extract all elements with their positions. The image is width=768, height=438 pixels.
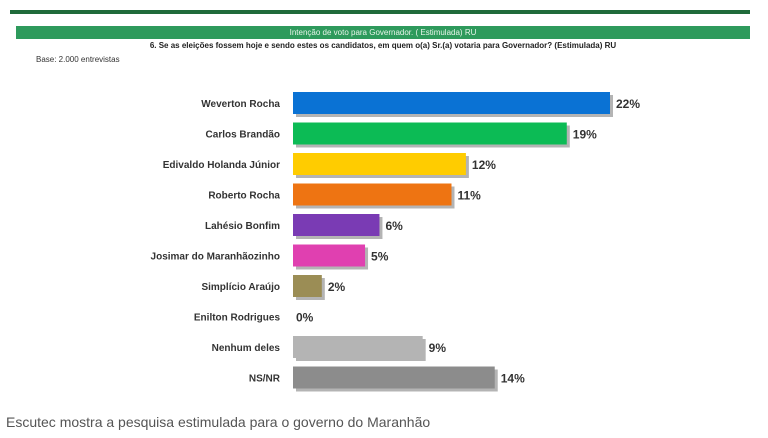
data-label: 6% bbox=[385, 219, 403, 233]
chart-title: Intenção de voto para Governador. ( Esti… bbox=[16, 26, 750, 39]
category-label: Simplício Araújo bbox=[201, 282, 280, 293]
data-label: 11% bbox=[458, 189, 482, 203]
data-label: 2% bbox=[328, 280, 346, 294]
image-caption: Escutec mostra a pesquisa estimulada par… bbox=[6, 414, 431, 430]
category-label: Josimar do Maranhãozinho bbox=[151, 252, 280, 263]
data-label: 19% bbox=[573, 128, 597, 142]
category-label: Enilton Rodrigues bbox=[194, 313, 281, 324]
bar bbox=[293, 183, 452, 206]
bar bbox=[293, 214, 380, 236]
category-label: Edivaldo Holanda Júnior bbox=[163, 160, 280, 171]
data-label: 22% bbox=[616, 97, 640, 111]
data-label: 0% bbox=[296, 311, 314, 325]
data-label: 9% bbox=[429, 341, 447, 355]
category-label: NS/NR bbox=[249, 374, 281, 385]
data-label: 14% bbox=[501, 372, 525, 386]
category-label: Weverton Rocha bbox=[201, 99, 280, 110]
category-label: Nenhum deles bbox=[212, 343, 281, 354]
bar bbox=[293, 122, 567, 145]
base-note: Base: 2.000 entrevistas bbox=[36, 55, 120, 64]
data-label: 12% bbox=[472, 158, 496, 172]
data-label: 5% bbox=[371, 250, 389, 264]
bar bbox=[293, 336, 423, 358]
bar bbox=[293, 153, 466, 175]
category-label: Carlos Brandão bbox=[206, 130, 280, 141]
bar bbox=[293, 366, 495, 389]
bar bbox=[293, 275, 322, 297]
chart-subtitle: 6. Se as eleições fossem hoje e sendo es… bbox=[149, 41, 617, 50]
bar bbox=[293, 244, 366, 267]
category-label: Lahésio Bonfim bbox=[205, 221, 280, 232]
category-label: Roberto Rocha bbox=[208, 191, 280, 202]
top-divider bbox=[10, 10, 750, 14]
bar-chart: Weverton Rocha 22% Carlos Brandão 19% Edival… bbox=[151, 92, 640, 392]
bar bbox=[293, 92, 610, 114]
